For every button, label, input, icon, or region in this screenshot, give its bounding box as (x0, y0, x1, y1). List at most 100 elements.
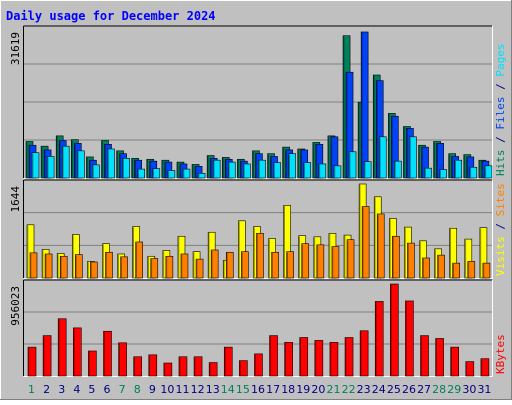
bar-pages-day-17 (273, 162, 281, 179)
bar-sites-day-20 (316, 244, 325, 279)
bar-kbytes-day-4 (72, 327, 82, 377)
bar-kbytes-day-2 (42, 335, 52, 377)
bar-pages-day-5-body (92, 164, 100, 179)
day-label-18: 18 (281, 383, 295, 396)
day-label-6: 6 (104, 383, 111, 396)
bar-sites-day-25-body (392, 235, 400, 279)
panel-1-legend: Hits / Files / Pages (494, 44, 507, 177)
bar-kbytes-day-18-body (284, 342, 293, 377)
bar-pages-day-6 (107, 148, 115, 179)
day-label-22: 22 (342, 383, 356, 396)
bar-pages-day-21 (333, 165, 342, 179)
legend-pages: Pages (494, 44, 507, 77)
bar-sites-day-29 (452, 262, 461, 279)
bar-pages-day-9 (152, 168, 161, 179)
bar-pages-day-28-body (439, 169, 447, 179)
bar-sites-day-28 (437, 254, 445, 279)
bar-pages-day-12-body (197, 173, 206, 179)
day-label-4: 4 (73, 383, 80, 396)
bar-pages-day-4 (76, 150, 85, 179)
bar-pages-day-15 (243, 163, 251, 179)
bar-sites-day-24 (376, 213, 385, 279)
bar-kbytes-day-9 (148, 354, 158, 377)
day-label-21: 21 (326, 383, 340, 396)
bar-pages-day-12 (197, 173, 206, 179)
bar-pages-day-21-body (333, 165, 342, 179)
bar-sites-day-5 (90, 261, 98, 279)
bar-pages-day-20-body (318, 163, 327, 179)
bar-sites-day-30 (467, 261, 476, 279)
legend-files: Files (494, 97, 507, 130)
legend-separator: / (494, 216, 507, 236)
bar-sites-day-3 (59, 255, 68, 279)
bar-sites-day-29-body (452, 262, 461, 279)
bar-sites-day-14-body (225, 251, 234, 279)
bar-pages-day-6-body (107, 148, 115, 179)
bar-kbytes-day-29-body (450, 346, 460, 377)
bar-kbytes-day-12 (193, 356, 203, 377)
legend-sites: Sites (494, 183, 507, 216)
bar-kbytes-day-13-body (208, 362, 218, 377)
bar-sites-day-1 (29, 252, 38, 279)
bar-kbytes-day-30 (465, 361, 475, 377)
bar-pages-day-18 (288, 153, 296, 179)
bar-sites-day-10 (165, 255, 174, 279)
bar-kbytes-day-4-body (72, 327, 82, 377)
day-label-13: 13 (206, 383, 220, 396)
bar-pages-day-22 (348, 151, 357, 179)
bar-sites-day-23-body (361, 206, 370, 279)
panel-2: 1644 Visits / Sites (9, 179, 507, 279)
bar-sites-day-16-body (256, 233, 264, 279)
bar-sites-day-5-body (90, 261, 98, 279)
bar-kbytes-day-10 (163, 362, 173, 377)
bar-kbytes-day-21-body (329, 342, 339, 377)
bar-kbytes-day-7-body (118, 342, 127, 377)
bar-sites-day-23 (361, 206, 370, 279)
day-label-7: 7 (119, 383, 126, 396)
bar-kbytes-day-14 (223, 346, 233, 377)
bar-sites-day-16 (256, 233, 264, 279)
chart-title: Daily usage for December 2024 (6, 9, 216, 23)
day-label-9: 9 (149, 383, 156, 396)
bar-files-day-23 (360, 31, 369, 179)
bar-kbytes-day-8 (133, 356, 142, 377)
bar-sites-day-26 (407, 242, 415, 279)
bar-kbytes-day-22-body (344, 337, 354, 377)
bar-sites-day-14 (225, 251, 234, 279)
bar-sites-day-31 (482, 262, 491, 279)
bar-pages-day-27 (424, 167, 432, 179)
bar-sites-day-9 (150, 258, 159, 279)
day-label-1: 1 (28, 383, 35, 396)
legend-separator: / (494, 130, 507, 150)
bar-pages-day-2 (46, 156, 55, 179)
bar-pages-day-17-body (273, 162, 281, 179)
bar-pages-day-25-body (394, 160, 402, 179)
day-label-27: 27 (417, 383, 431, 396)
bar-sites-day-24-body (376, 213, 385, 279)
bar-sites-day-6 (105, 251, 113, 279)
bar-kbytes-day-19 (299, 337, 309, 377)
bar-kbytes-day-5-body (88, 350, 97, 377)
bar-sites-day-21 (331, 246, 340, 279)
bar-kbytes-day-3 (57, 318, 67, 377)
bar-kbytes-day-24 (374, 301, 384, 377)
bar-kbytes-day-30-body (465, 361, 475, 377)
bar-pages-day-20 (318, 163, 327, 179)
bar-sites-day-9-body (150, 258, 159, 279)
bar-sites-day-22-body (346, 239, 355, 279)
panel-3-max-label: 956023 (9, 286, 22, 326)
day-label-19: 19 (296, 383, 310, 396)
bar-pages-day-24-body (378, 136, 387, 179)
bar-pages-day-8-body (137, 168, 145, 179)
bar-pages-day-26 (409, 136, 417, 179)
bar-kbytes-day-20-body (314, 340, 324, 377)
bar-sites-day-18-body (286, 251, 294, 279)
bar-pages-day-11-body (182, 168, 191, 179)
bar-kbytes-day-20 (314, 340, 324, 377)
bar-pages-day-7-body (122, 158, 130, 179)
bar-sites-day-8-body (135, 241, 143, 279)
bar-pages-day-1-body (31, 152, 40, 179)
bar-pages-day-30 (469, 166, 478, 179)
bar-pages-day-11 (182, 168, 191, 179)
